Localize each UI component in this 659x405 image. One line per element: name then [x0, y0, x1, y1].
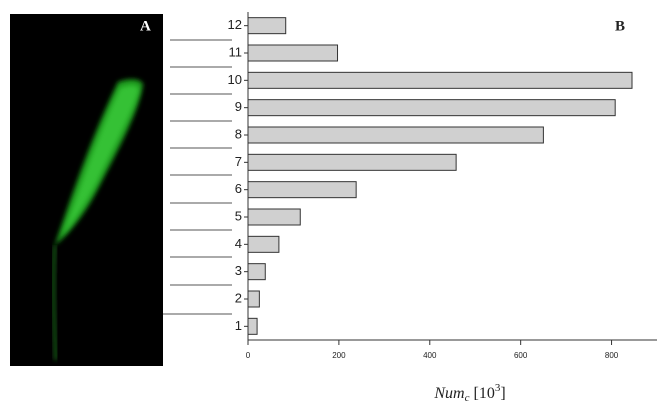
figure: A B Numc [103] 0200400600800123456789101…: [0, 0, 659, 405]
y-tick-label: 5: [235, 208, 242, 223]
x-tick-label: 400: [423, 351, 437, 360]
y-tick-label: 7: [235, 154, 242, 169]
panel-label: B: [615, 18, 625, 34]
bar: [248, 127, 543, 143]
y-tick-label: 4: [235, 236, 242, 251]
bar: [248, 72, 632, 88]
x-axis-label: Numc [103]: [433, 382, 505, 404]
x-label-part: ]: [500, 385, 505, 402]
bar: [248, 45, 338, 61]
x-tick-label: 0: [246, 351, 251, 360]
y-tick-label: 10: [228, 72, 242, 87]
y-tick-label: 11: [229, 44, 243, 59]
y-tick-label: 12: [228, 17, 242, 32]
y-tick-label: 1: [235, 318, 242, 333]
panel-label: A: [140, 18, 151, 34]
y-tick-label: 2: [235, 290, 242, 305]
bar: [248, 209, 300, 225]
bar: [248, 100, 615, 116]
bar: [248, 291, 259, 307]
x-tick-label: 800: [605, 351, 619, 360]
y-tick-label: 6: [235, 181, 242, 196]
y-tick-label: 8: [235, 126, 242, 141]
bar: [248, 318, 257, 334]
y-tick-label: 3: [235, 263, 242, 278]
y-tick-label: 9: [235, 99, 242, 114]
x-label-part: [10: [469, 385, 494, 402]
bar: [248, 182, 356, 198]
bar: [248, 154, 456, 170]
x-label-part: Num: [433, 385, 464, 402]
slice-markers: [163, 40, 232, 314]
bar: [248, 264, 265, 280]
bar: [248, 236, 279, 252]
x-tick-label: 600: [514, 351, 528, 360]
x-tick-label: 200: [332, 351, 346, 360]
bar: [248, 18, 286, 34]
